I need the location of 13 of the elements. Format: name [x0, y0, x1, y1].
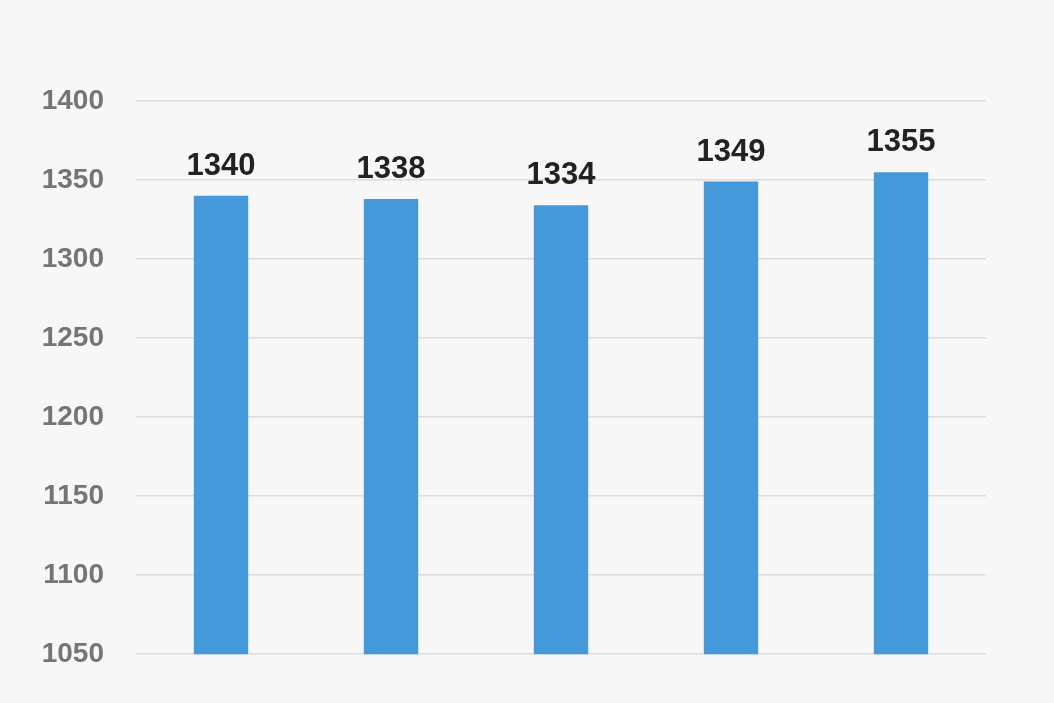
data-label: 1355 — [866, 123, 936, 159]
y-tick-label: 1100 — [43, 557, 104, 589]
data-label: 1338 — [356, 150, 426, 186]
y-tick-label: 1200 — [41, 399, 104, 431]
y-tick-label: 1250 — [41, 320, 104, 352]
data-label: 1334 — [526, 156, 597, 192]
data-label: 1349 — [696, 132, 766, 168]
y-tick-label: 1050 — [41, 636, 104, 668]
data-label: 1340 — [186, 146, 256, 182]
y-tick-label: 1300 — [41, 241, 104, 273]
y-tick-label: 1350 — [41, 162, 104, 194]
y-tick-label: 1150 — [43, 478, 104, 510]
y-tick-label: 1400 — [41, 83, 104, 115]
